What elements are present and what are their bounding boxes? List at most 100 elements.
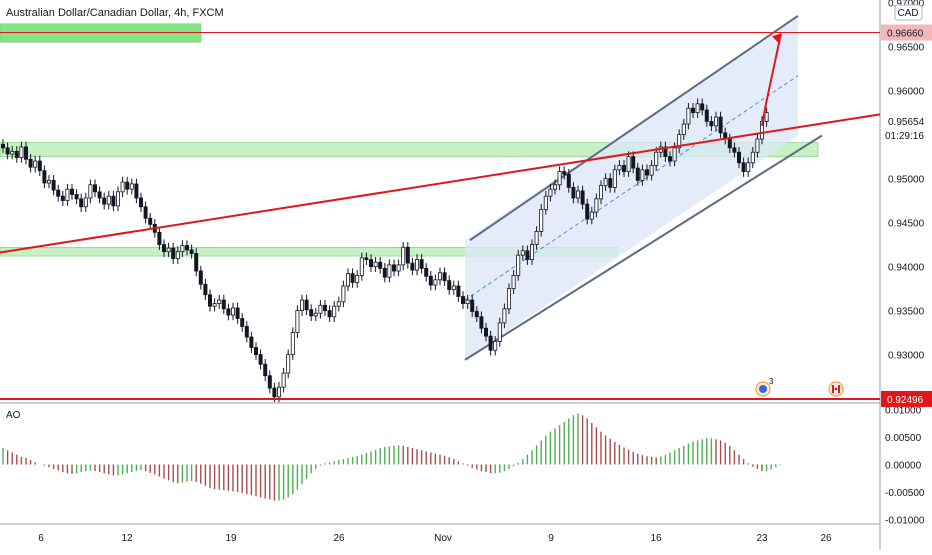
candle-body <box>640 169 645 181</box>
candle-body <box>700 103 705 111</box>
candle-body <box>424 267 429 277</box>
candle-body <box>626 156 631 172</box>
candle-body <box>451 285 456 290</box>
candle-body <box>175 251 180 260</box>
candle-body <box>511 275 516 290</box>
candle-body <box>28 158 33 168</box>
candle-body <box>580 190 585 205</box>
candle-body <box>189 249 194 254</box>
price-tick-label: 0.93500 <box>888 307 925 318</box>
candle-body <box>437 272 442 281</box>
trendline <box>0 113 881 254</box>
candle-body <box>562 171 567 175</box>
candle-body <box>714 116 719 127</box>
candle-body <box>373 261 378 268</box>
candle-body <box>249 336 254 348</box>
candle-body <box>539 209 544 232</box>
candle-body <box>359 257 364 276</box>
candle-body <box>65 188 70 202</box>
candle-body <box>74 194 79 200</box>
candle-body <box>217 299 222 304</box>
candle-body <box>506 288 511 310</box>
candle-body <box>290 332 295 356</box>
candle-body <box>355 275 360 283</box>
candle-body <box>318 304 323 314</box>
channel-lower-line <box>464 134 823 361</box>
candle-body <box>378 261 383 269</box>
lines-layer <box>0 32 881 400</box>
level-price-label: 0.96660 <box>887 29 924 40</box>
ao-tick-label: -0.00500 <box>885 488 925 499</box>
level-price-badge <box>881 390 932 407</box>
candle-body <box>576 190 581 199</box>
candle-body <box>125 181 130 190</box>
candle-body <box>382 267 387 278</box>
candle-body <box>157 231 162 246</box>
candle-body <box>414 259 419 271</box>
candle-body <box>97 191 102 199</box>
candle-body <box>589 211 594 220</box>
candle-body <box>272 387 277 398</box>
candle-body <box>672 147 677 162</box>
candle-body <box>180 245 185 253</box>
price-tick-label: 0.94500 <box>888 219 925 230</box>
candle-body <box>516 254 521 276</box>
candle-body <box>203 283 208 296</box>
candle-body <box>681 123 686 136</box>
candle-body <box>184 245 189 251</box>
candle-body <box>631 156 636 169</box>
candle-body <box>235 307 240 319</box>
candle-body <box>741 162 746 172</box>
candle-body <box>304 299 309 311</box>
candle-body <box>240 318 245 327</box>
candle-body <box>51 179 56 191</box>
candle-body <box>617 165 622 171</box>
candle-body <box>746 162 751 172</box>
candle-body <box>465 299 470 304</box>
candle-body <box>387 264 392 278</box>
candle-body <box>102 197 107 205</box>
candle-body <box>571 187 576 199</box>
candle-body <box>695 103 700 114</box>
candle-body <box>161 244 166 253</box>
au-flag-icon <box>759 385 767 393</box>
candle-body <box>368 259 373 268</box>
currency-label[interactable]: CAD <box>897 8 918 19</box>
event-badge-ca[interactable] <box>828 381 844 397</box>
ao-bars-layer <box>2 413 782 501</box>
channel-midline <box>464 75 799 301</box>
time-tick-label: 12 <box>121 533 133 544</box>
candle-body <box>566 173 571 188</box>
candle-body <box>341 285 346 303</box>
candle-body <box>350 273 355 283</box>
candle-body <box>677 134 682 149</box>
price-tick-label: 0.93000 <box>888 351 925 362</box>
candle-body <box>143 206 148 219</box>
candle-body <box>732 147 737 153</box>
candle-body <box>244 326 249 338</box>
arrow-head-icon <box>772 33 781 44</box>
event-badge-au[interactable]: 3 <box>755 377 774 397</box>
candle-body <box>612 169 617 188</box>
candle-body <box>332 305 337 318</box>
candle-body <box>295 310 300 334</box>
candle-body <box>14 150 19 158</box>
price-tick-label: 0.96000 <box>888 87 925 98</box>
candle-body <box>194 253 199 272</box>
candle-body <box>322 304 327 312</box>
candle-body <box>493 341 498 351</box>
candle-body <box>534 231 539 246</box>
candle-body <box>93 184 98 193</box>
candle-body <box>345 273 350 287</box>
time-tick-label: 26 <box>333 533 345 544</box>
candle-body <box>502 308 507 324</box>
candle-body <box>460 296 465 304</box>
ao-label: AO <box>6 410 21 421</box>
candle-body <box>755 138 760 153</box>
candle-body <box>88 184 93 199</box>
event-badge-count: 3 <box>769 377 774 386</box>
time-tick-label: 19 <box>225 533 237 544</box>
currency-button[interactable]: CAD <box>894 4 923 21</box>
candle-body <box>497 322 502 342</box>
candle-body <box>645 169 650 176</box>
